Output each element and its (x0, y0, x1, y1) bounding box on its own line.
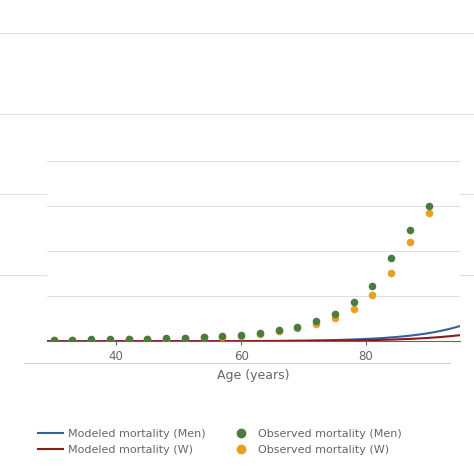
Point (425, 202, 432, 210)
Point (219, 333, 226, 340)
Point (331, 314, 338, 322)
Point (256, 330, 264, 337)
Point (50, 336, 57, 344)
Point (219, 332, 226, 340)
Legend: Modeled mortality (Men), Modeled mortality (W), Observed mortality (Men), Observ: Modeled mortality (Men), Modeled mortali… (34, 425, 407, 459)
Point (387, 269, 395, 276)
Point (293, 323, 301, 330)
Point (125, 335, 132, 343)
Point (162, 335, 170, 342)
Point (312, 320, 320, 328)
Point (312, 318, 320, 325)
Point (181, 335, 189, 342)
Point (237, 332, 245, 339)
Point (293, 325, 301, 332)
Point (181, 334, 189, 342)
Point (87, 336, 95, 343)
Point (144, 335, 151, 343)
Point (350, 305, 357, 313)
Point (406, 226, 414, 234)
Point (87, 336, 95, 344)
Point (425, 210, 432, 217)
Point (350, 299, 357, 306)
Point (162, 335, 170, 343)
Point (368, 282, 376, 290)
Point (125, 336, 132, 343)
Point (200, 333, 208, 341)
Point (368, 291, 376, 299)
Point (256, 329, 264, 337)
Point (106, 336, 114, 343)
Point (275, 328, 283, 335)
Point (331, 310, 338, 318)
Point (387, 255, 395, 262)
Point (275, 326, 283, 334)
Point (200, 334, 208, 341)
Point (69, 336, 76, 344)
Point (406, 238, 414, 246)
Point (106, 336, 114, 344)
Point (69, 337, 76, 344)
Point (50, 337, 57, 344)
X-axis label: Age (years): Age (years) (218, 369, 290, 382)
Point (144, 336, 151, 343)
Point (237, 331, 245, 338)
